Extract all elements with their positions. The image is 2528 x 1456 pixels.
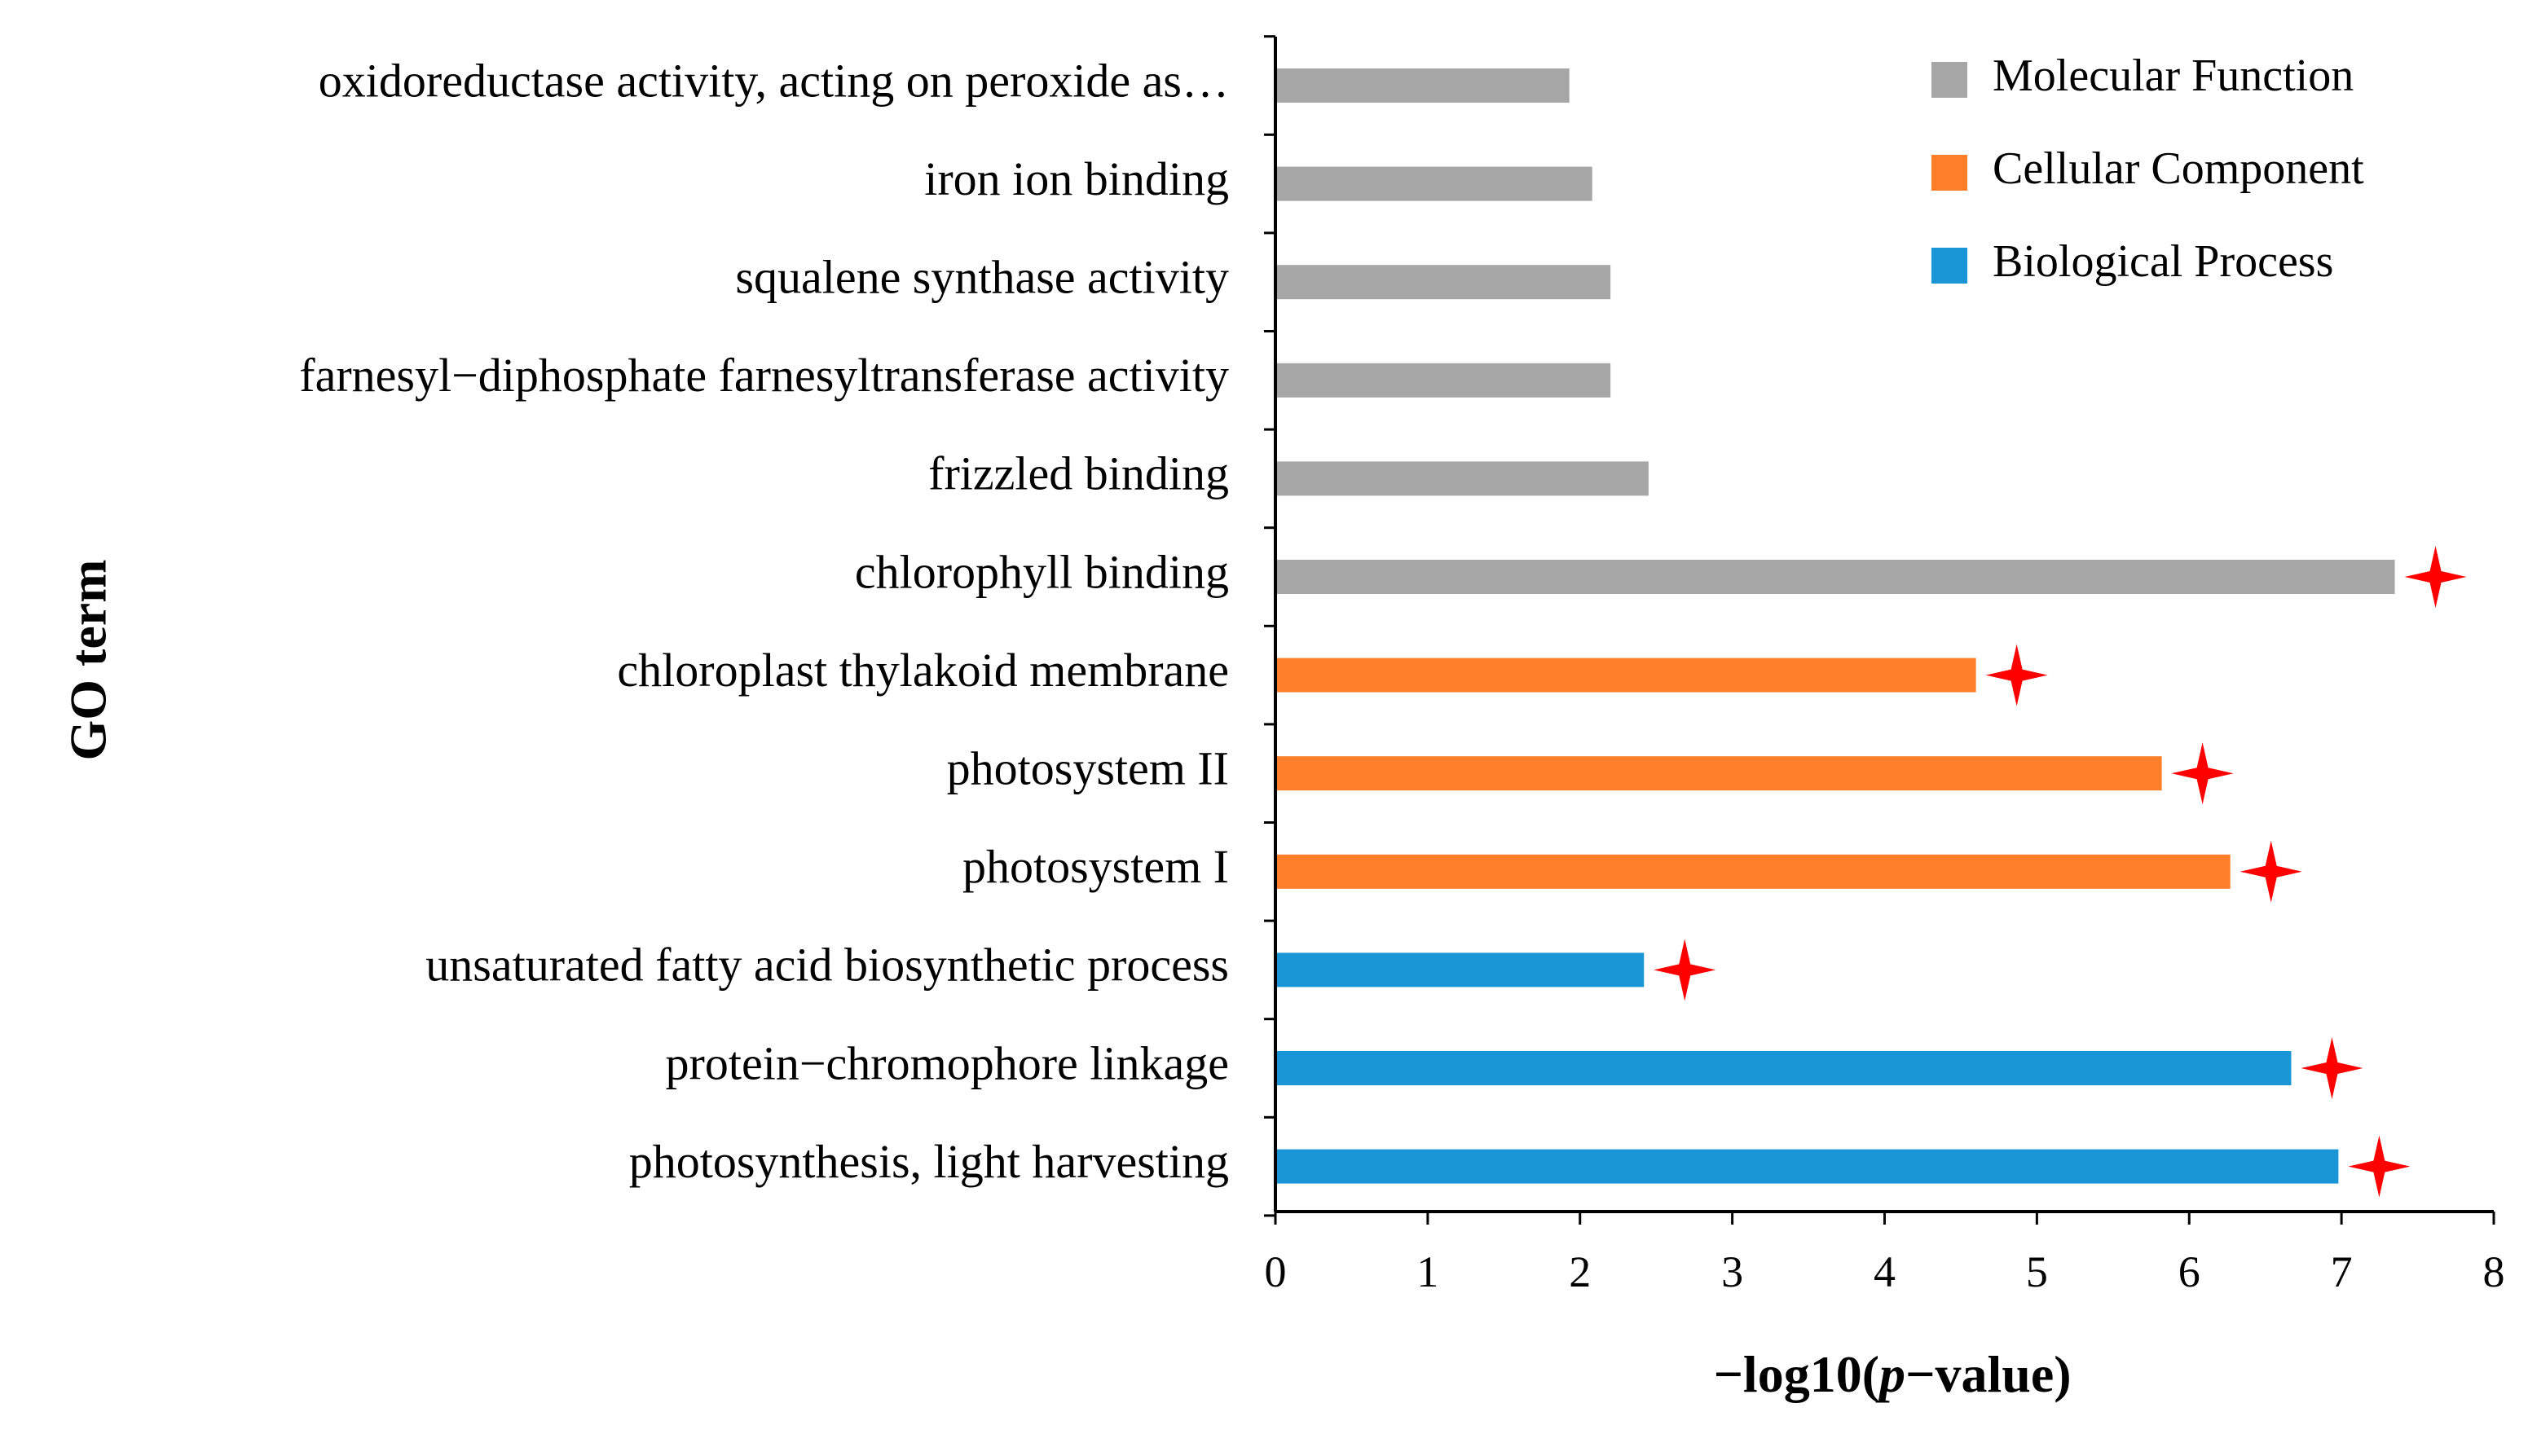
- x-tick-label: 7: [2331, 1247, 2353, 1296]
- category-label: squalene synthase activity: [735, 251, 1229, 304]
- significance-star-icon: [2348, 1135, 2411, 1198]
- x-tick-label: 3: [1721, 1247, 1743, 1296]
- x-axis-title-italic: p: [1875, 1345, 1905, 1403]
- x-axis-title: −log10(p−value): [1713, 1345, 2071, 1403]
- x-tick-label: 4: [1874, 1247, 1896, 1296]
- significance-markers: [1654, 546, 2467, 1198]
- bar: [1275, 166, 1592, 201]
- bar: [1275, 363, 1611, 398]
- bar: [1275, 560, 2395, 594]
- category-label: protein−chromophore linkage: [666, 1036, 1229, 1089]
- category-label: unsaturated fatty acid biosynthetic proc…: [425, 939, 1229, 992]
- category-label: farnesyl−diphosphate farnesyltransferase…: [299, 349, 1229, 402]
- x-tick-label: 2: [1569, 1247, 1591, 1296]
- category-label: photosystem II: [947, 742, 1229, 795]
- category-label: chlorophyll binding: [855, 545, 1229, 598]
- bar: [1275, 1149, 2339, 1184]
- axes: 0 1 2 3 4 5 6 7 8: [1264, 35, 2505, 1296]
- x-tick-label: 5: [2026, 1247, 2048, 1296]
- significance-star-icon: [2301, 1037, 2363, 1099]
- significance-star-icon: [2240, 840, 2302, 903]
- bar: [1275, 1051, 2292, 1085]
- significance-star-icon: [2404, 546, 2467, 608]
- category-label: chloroplast thylakoid membrane: [617, 644, 1229, 697]
- x-axis-title-suffix: −value): [1905, 1345, 2072, 1403]
- bar: [1275, 658, 1976, 693]
- bar: [1275, 461, 1649, 496]
- y-axis-title: GO term: [59, 560, 117, 761]
- x-tick-label: 6: [2178, 1247, 2200, 1296]
- legend-swatch: [1931, 155, 1967, 191]
- bar: [1275, 265, 1611, 300]
- legend-label: Molecular Function: [1993, 51, 2354, 101]
- x-tick-label: 8: [2483, 1247, 2505, 1296]
- legend-label: Biological Process: [1993, 236, 2333, 287]
- category-labels: oxidoreductase activity, acting on perox…: [299, 54, 1229, 1188]
- bar: [1275, 952, 1645, 988]
- category-label: iron ion binding: [924, 152, 1229, 205]
- significance-star-icon: [1985, 644, 2048, 706]
- category-label: photosynthesis, light harvesting: [629, 1135, 1229, 1188]
- x-tick-label: 0: [1265, 1247, 1287, 1296]
- legend-label: Cellular Component: [1993, 143, 2364, 194]
- significance-star-icon: [2171, 742, 2234, 805]
- category-label: oxidoreductase activity, acting on perox…: [319, 54, 1229, 107]
- bar: [1275, 756, 2162, 791]
- significance-star-icon: [1654, 939, 1716, 1001]
- x-tick-label: 1: [1416, 1247, 1438, 1296]
- x-axis-title-prefix: −log10(: [1713, 1345, 1879, 1403]
- bar: [1275, 854, 2231, 889]
- category-label: frizzled binding: [928, 447, 1229, 500]
- legend-swatch: [1931, 62, 1967, 98]
- bar: [1275, 68, 1570, 103]
- bars-layer: [1275, 68, 2395, 1184]
- legend-swatch: [1931, 248, 1967, 284]
- category-label: photosystem I: [962, 840, 1229, 893]
- legend: Molecular Function Cellular Component Biol…: [1931, 51, 2364, 287]
